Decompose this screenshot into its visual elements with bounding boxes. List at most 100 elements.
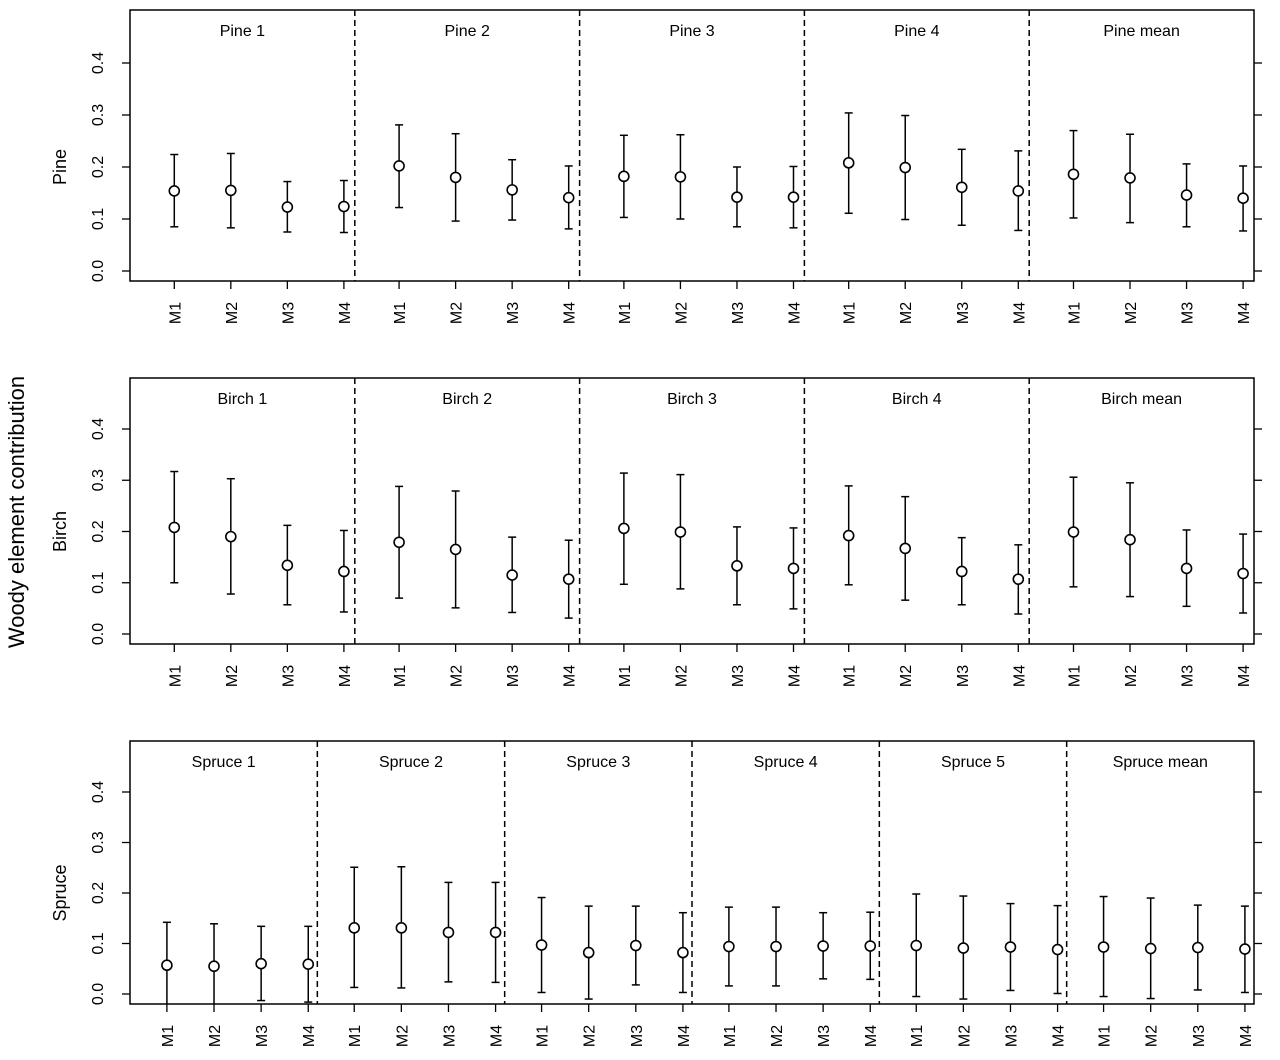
data-point <box>674 171 687 183</box>
panel-title: Pine 4 <box>894 23 939 40</box>
figure-ylabel: Woody element contribution <box>4 376 29 648</box>
data-point <box>161 959 173 972</box>
y-tick-label: 0.4 <box>90 781 107 803</box>
x-tick-label: M2 <box>956 1025 973 1047</box>
data-point <box>338 200 350 213</box>
data-point <box>395 922 408 934</box>
panel-title: Spruce 4 <box>754 754 818 771</box>
data-point <box>674 526 687 538</box>
data-point <box>731 560 743 572</box>
data-point <box>770 940 782 953</box>
data-point <box>168 185 181 197</box>
y-tick-label: 0.1 <box>90 932 107 954</box>
data-point <box>281 201 294 213</box>
y-tick-label: 0.3 <box>90 104 107 126</box>
panel-title: Birch 1 <box>218 391 268 408</box>
panel-birch-4: Birch 4 M1 M2 M3 M4 <box>803 378 1028 687</box>
data-point <box>957 942 970 954</box>
x-tick-label: M1 <box>1066 302 1083 324</box>
panel-title: Birch 3 <box>667 391 717 408</box>
x-tick-label: M4 <box>1236 302 1253 324</box>
panel-spruce-5: Spruce 5 M1 M2 M3 M4 <box>878 741 1068 1047</box>
data-point <box>1012 573 1025 585</box>
x-tick-label: M4 <box>301 1025 318 1047</box>
data-point <box>562 191 575 204</box>
x-tick-label: M3 <box>816 1025 833 1047</box>
data-point <box>723 940 735 953</box>
x-tick-label: M1 <box>160 1025 177 1047</box>
data-point <box>1067 526 1080 538</box>
panel-pine-4: Pine 4 M1 M2 M3 M4 <box>803 10 1028 324</box>
panel-title: Pine 2 <box>445 23 490 40</box>
panel-spruce-4: Spruce 4 M1 M2 M3 M4 <box>691 741 880 1047</box>
data-point <box>348 922 361 934</box>
x-tick-label: M4 <box>489 1025 506 1047</box>
plot-frame <box>129 377 1255 645</box>
x-tick-label: M3 <box>1191 1025 1208 1047</box>
data-point <box>393 536 405 549</box>
data-point <box>562 573 575 585</box>
x-tick-label: M2 <box>673 665 690 687</box>
x-tick-label: M1 <box>722 1025 739 1047</box>
x-tick-label: M2 <box>449 302 466 324</box>
y-tick-label: 0.2 <box>90 156 107 178</box>
x-tick-label: M1 <box>535 1025 552 1047</box>
data-point <box>1239 943 1251 955</box>
data-point <box>731 191 743 203</box>
x-tick-label: M3 <box>1180 302 1197 324</box>
data-point <box>1051 943 1064 956</box>
panel-birch-mean: Birch mean M1 M2 M3 M4 <box>1028 378 1253 687</box>
panel-pine-mean: Pine mean M1 M2 M3 M4 <box>1028 10 1253 324</box>
chart-row-pine: Pine 0.0 0.1 0.2 0.3 0.4 Pine 1 M1 M2 M3 M4 Pine 2 M… <box>50 9 1262 324</box>
x-tick-label: M3 <box>505 665 522 687</box>
y-tick-label: 0.3 <box>90 831 107 853</box>
data-point <box>864 940 877 952</box>
panel-spruce-mean: Spruce mean M1 M2 M3 M4 <box>1065 741 1255 1047</box>
data-point <box>506 569 518 581</box>
x-tick-label: M1 <box>1066 665 1083 687</box>
data-point <box>618 522 630 535</box>
data-point <box>1067 168 1080 181</box>
data-point <box>489 926 502 939</box>
panel-title: Spruce 5 <box>941 754 1005 771</box>
panel-title: Pine 1 <box>220 23 265 40</box>
panel-title: Birch 2 <box>442 391 492 408</box>
data-point <box>677 946 689 959</box>
data-point <box>1237 192 1249 204</box>
x-tick-label: M4 <box>1238 1025 1255 1047</box>
data-point <box>910 939 923 952</box>
data-point <box>1192 941 1204 954</box>
data-point <box>842 529 855 542</box>
data-point <box>442 926 455 939</box>
y-tick-label: 0.0 <box>90 623 107 645</box>
panel-spruce-2: Spruce 2 M1 M2 M3 M4 <box>316 741 506 1047</box>
data-point <box>582 946 595 959</box>
x-tick-label: M1 <box>617 665 634 687</box>
row-label: Birch <box>50 511 70 552</box>
data-point <box>338 565 350 578</box>
data-point <box>208 960 220 973</box>
data-point <box>1097 941 1110 953</box>
data-point <box>255 957 267 970</box>
row-label: Spruce <box>50 864 70 921</box>
y-tick-label: 0.0 <box>90 983 107 1005</box>
data-point <box>1144 942 1157 955</box>
x-tick-label: M1 <box>347 1025 364 1047</box>
y-tick-label: 0.4 <box>90 418 107 440</box>
x-tick-label: M4 <box>337 665 354 687</box>
y-tick-label: 0.0 <box>90 260 107 282</box>
data-point <box>1124 172 1136 184</box>
x-tick-label: M4 <box>786 665 803 687</box>
plot-frame <box>129 9 1255 282</box>
data-point <box>281 559 294 572</box>
panel-birch-3: Birch 3 M1 M2 M3 M4 <box>578 378 803 687</box>
y-tick-label: 0.2 <box>90 882 107 904</box>
x-tick-label: M1 <box>1097 1025 1114 1047</box>
panel-title: Birch mean <box>1101 391 1182 408</box>
data-point <box>225 184 237 197</box>
data-point <box>955 565 968 578</box>
x-tick-label: M4 <box>1011 302 1028 324</box>
x-tick-label: M2 <box>1144 1025 1161 1047</box>
